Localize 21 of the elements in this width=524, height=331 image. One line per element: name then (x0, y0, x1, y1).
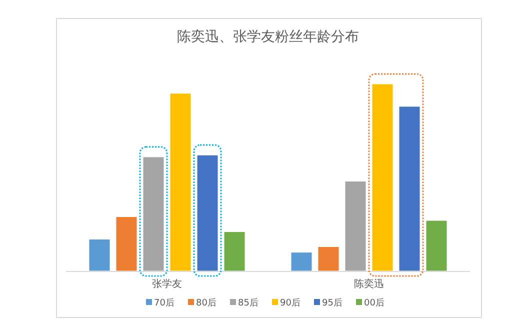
bar (318, 246, 340, 272)
bar (344, 180, 366, 272)
chart-title: 陈奕迅、张学友粉丝年龄分布 (177, 29, 359, 45)
bar (88, 238, 110, 272)
legend-label: 95后 (322, 298, 342, 308)
legend-label: 80后 (196, 298, 216, 308)
bar (290, 252, 312, 272)
bar (116, 216, 138, 272)
bar (398, 106, 420, 272)
legend-label: 85后 (238, 298, 258, 308)
bar (224, 231, 246, 272)
legend-label: 70后 (154, 298, 174, 308)
bar (196, 154, 218, 272)
bar (142, 156, 164, 272)
legend-label: 00后 (364, 298, 384, 308)
x-tick-label: 张学友 (152, 278, 182, 290)
bar (372, 84, 394, 272)
x-tick-label: 陈奕迅 (354, 278, 384, 290)
bar (170, 93, 192, 272)
legend-label: 90后 (280, 298, 300, 308)
bar (426, 220, 448, 272)
